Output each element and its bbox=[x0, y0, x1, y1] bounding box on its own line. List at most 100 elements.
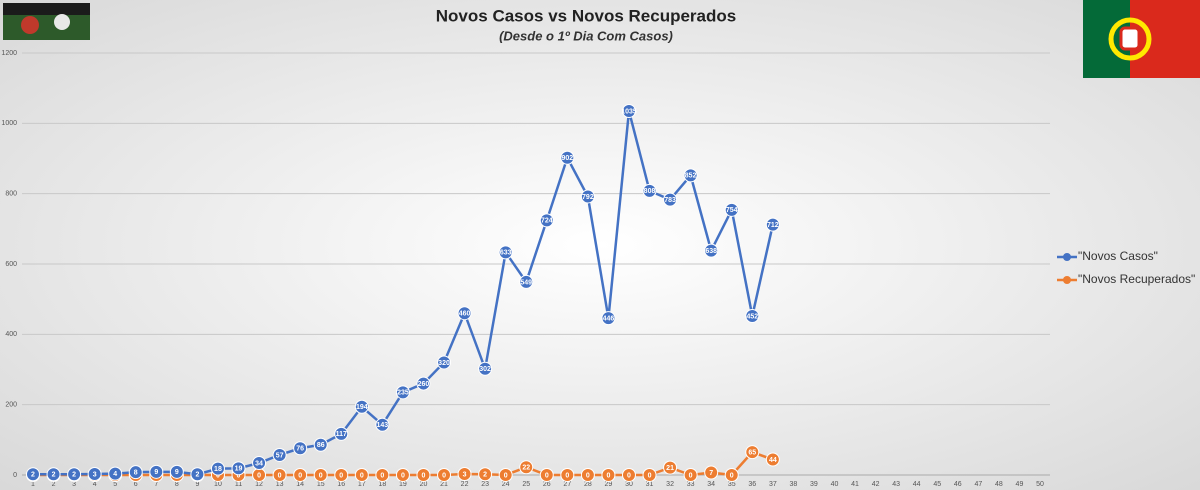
data-label: 21 bbox=[666, 465, 674, 472]
x-tick-label: 46 bbox=[954, 481, 962, 488]
point-marker bbox=[26, 467, 40, 482]
point-marker bbox=[149, 464, 164, 479]
data-label: 2 bbox=[483, 472, 487, 479]
point-marker bbox=[642, 468, 657, 482]
point-marker bbox=[765, 217, 780, 232]
x-tick-label: 17 bbox=[358, 481, 366, 488]
data-label: 783 bbox=[664, 197, 676, 204]
point-marker bbox=[437, 468, 452, 482]
x-tick-label: 31 bbox=[646, 481, 654, 488]
x-tick-label: 20 bbox=[420, 481, 428, 488]
point-marker bbox=[580, 468, 595, 482]
data-label: 0 bbox=[504, 472, 508, 479]
data-label: 792 bbox=[582, 194, 594, 201]
x-tick-label: 11 bbox=[235, 481, 242, 488]
x-tick-label: 26 bbox=[543, 481, 551, 488]
y-tick-label: 200 bbox=[5, 402, 17, 409]
point-marker bbox=[663, 192, 678, 207]
y-tick-label: 800 bbox=[5, 191, 17, 198]
x-tick-label: 35 bbox=[728, 481, 736, 488]
point-marker bbox=[539, 468, 554, 482]
point-marker bbox=[252, 456, 267, 471]
legend-marker bbox=[1063, 253, 1071, 261]
point-marker bbox=[395, 385, 410, 400]
point-marker bbox=[354, 399, 369, 414]
point-marker bbox=[231, 461, 246, 476]
data-label: 808 bbox=[644, 188, 656, 195]
point-marker bbox=[108, 466, 123, 481]
data-label: 235 bbox=[397, 390, 409, 397]
point-marker bbox=[642, 183, 657, 198]
data-label: 8 bbox=[134, 470, 138, 477]
point-marker bbox=[765, 452, 780, 467]
point-marker bbox=[293, 468, 308, 482]
point-marker bbox=[87, 466, 102, 481]
data-label: 9 bbox=[154, 469, 158, 476]
data-label: 0 bbox=[648, 472, 652, 479]
data-label: 638 bbox=[705, 248, 717, 255]
point-marker bbox=[601, 468, 616, 482]
data-label: 22 bbox=[522, 465, 530, 472]
data-label: 320 bbox=[438, 360, 450, 367]
x-tick-label: 24 bbox=[502, 481, 510, 488]
data-label: 0 bbox=[627, 472, 631, 479]
data-label: 0 bbox=[257, 472, 261, 479]
x-tick-label: 2 bbox=[52, 481, 56, 488]
x-tick-label: 21 bbox=[440, 481, 448, 488]
x-tick-label: 49 bbox=[1016, 481, 1024, 488]
point-marker bbox=[375, 417, 390, 432]
x-tick-label: 25 bbox=[522, 481, 530, 488]
point-marker bbox=[190, 467, 205, 482]
data-label: 0 bbox=[298, 472, 302, 479]
data-label: 0 bbox=[730, 472, 734, 479]
legend-label: "Novos Recuperados" bbox=[1078, 272, 1195, 286]
point-marker bbox=[395, 468, 410, 482]
data-label: 2 bbox=[31, 472, 35, 479]
data-label: 143 bbox=[377, 422, 389, 429]
x-tick-label: 48 bbox=[995, 481, 1003, 488]
point-marker bbox=[683, 168, 698, 183]
x-tick-label: 47 bbox=[974, 481, 982, 488]
data-label: 852 bbox=[685, 173, 697, 180]
x-tick-label: 36 bbox=[748, 481, 756, 488]
point-marker bbox=[272, 468, 287, 482]
x-tick-label: 29 bbox=[605, 481, 613, 488]
data-label: 4 bbox=[113, 471, 117, 478]
x-tick-label: 42 bbox=[872, 481, 880, 488]
x-tick-label: 30 bbox=[625, 481, 633, 488]
x-tick-label: 8 bbox=[175, 481, 179, 488]
x-tick-label: 23 bbox=[481, 481, 489, 488]
point-marker bbox=[601, 311, 616, 326]
point-marker bbox=[621, 468, 636, 482]
data-label: 302 bbox=[479, 366, 491, 373]
point-marker bbox=[560, 468, 575, 482]
x-tick-label: 10 bbox=[214, 481, 222, 488]
point-marker bbox=[478, 467, 493, 482]
data-label: 0 bbox=[565, 472, 569, 479]
data-label: 44 bbox=[769, 457, 777, 464]
x-tick-label: 15 bbox=[317, 481, 325, 488]
data-label: 0 bbox=[360, 472, 364, 479]
chart-subtitle: (Desde o 1º Dia Com Casos) bbox=[499, 28, 673, 43]
x-tick-label: 50 bbox=[1036, 481, 1044, 488]
y-tick-label: 400 bbox=[5, 331, 17, 338]
y-tick-label: 1000 bbox=[1, 120, 17, 127]
x-tick-label: 16 bbox=[337, 481, 345, 488]
data-label: 902 bbox=[561, 155, 573, 162]
point-marker bbox=[293, 441, 308, 456]
data-label: 0 bbox=[442, 472, 446, 479]
x-tick-label: 40 bbox=[831, 481, 839, 488]
x-tick-label: 3 bbox=[72, 481, 76, 488]
data-label: 0 bbox=[401, 472, 405, 479]
point-marker bbox=[745, 309, 760, 324]
data-label: 3 bbox=[93, 471, 97, 478]
data-label: 0 bbox=[339, 472, 343, 479]
data-label: 446 bbox=[603, 316, 615, 323]
data-label: 2 bbox=[195, 472, 199, 479]
data-label: 7 bbox=[709, 470, 713, 477]
data-label: 0 bbox=[689, 472, 693, 479]
point-marker bbox=[704, 465, 719, 480]
data-label: 0 bbox=[380, 472, 384, 479]
data-label: 260 bbox=[418, 381, 430, 388]
